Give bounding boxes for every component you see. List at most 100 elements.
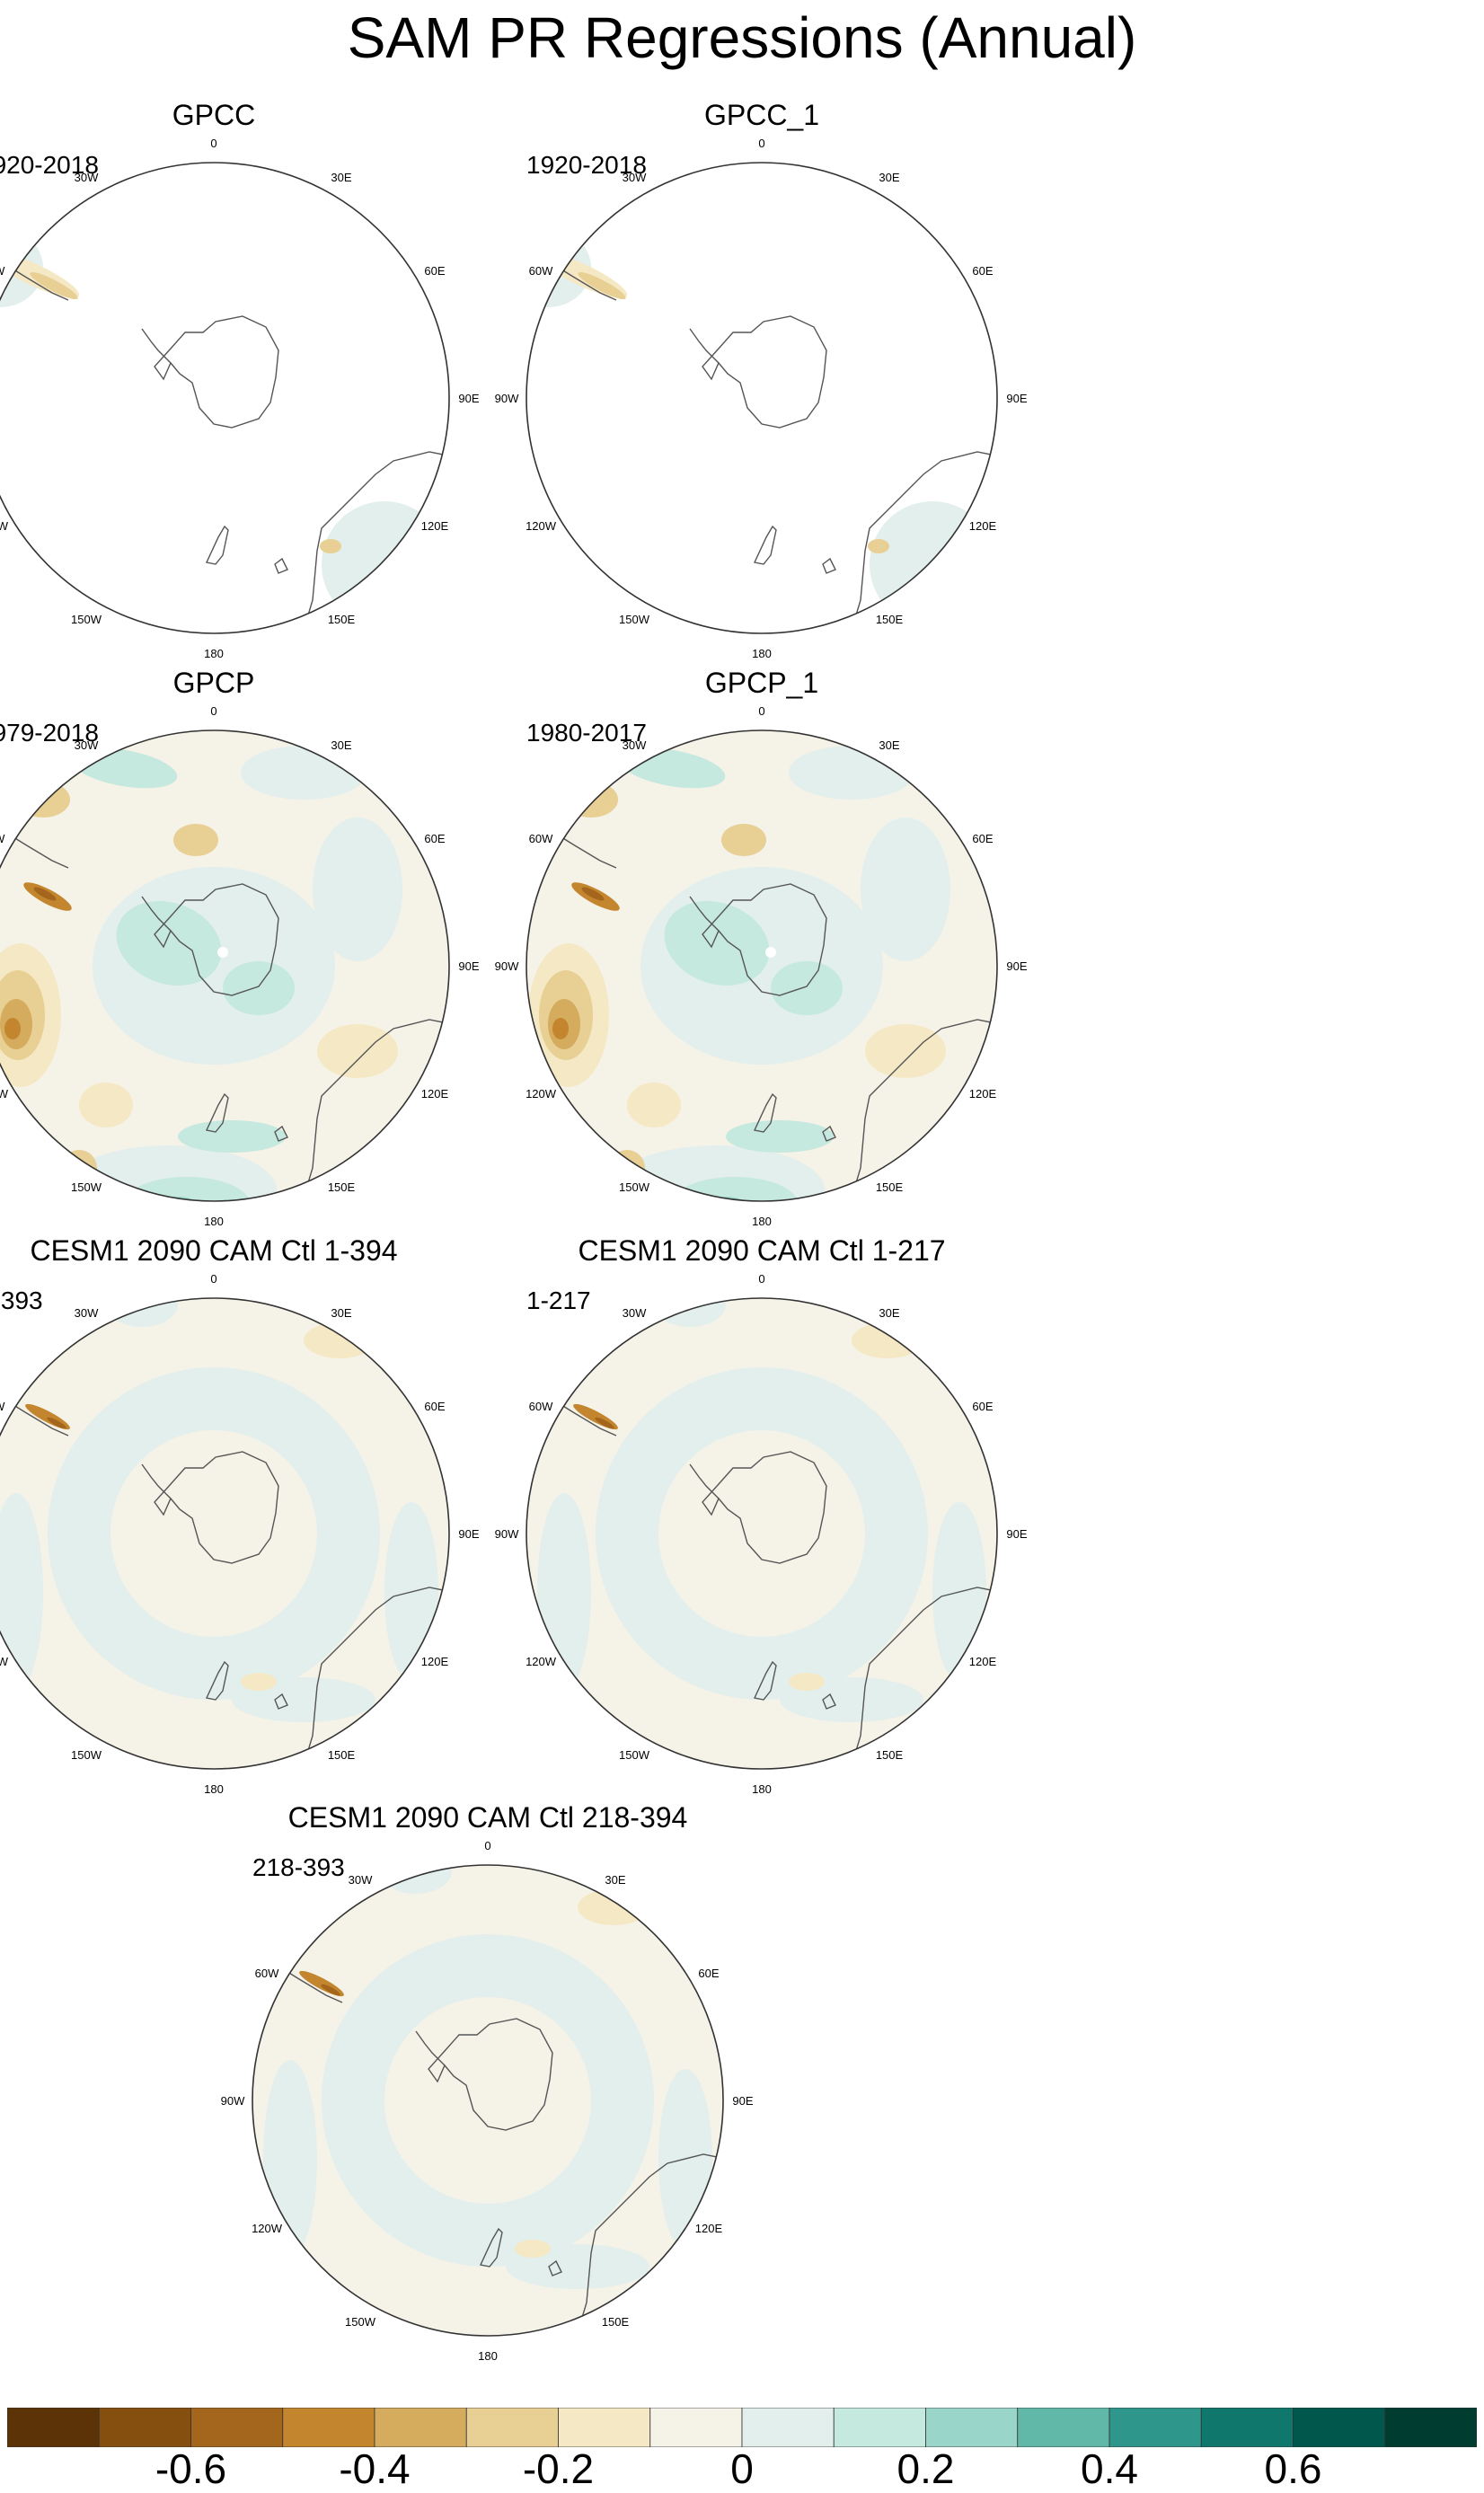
- longitude-label: 120W: [252, 2222, 283, 2235]
- coastlines: [0, 163, 449, 633]
- colorbar-swatch: [1384, 2407, 1478, 2448]
- colorbar-swatch: [465, 2407, 559, 2448]
- longitude-label: 150E: [876, 613, 904, 626]
- longitude-label: 120W: [0, 519, 9, 533]
- colorbar-swatch: [649, 2407, 743, 2448]
- map-border: [526, 729, 998, 1202]
- panel-title: GPCC_1: [703, 99, 820, 131]
- longitude-label: 120E: [969, 1087, 997, 1101]
- longitude-label: 150E: [328, 1748, 356, 1762]
- colorbar-swatch: [190, 2407, 284, 2448]
- colorbar-swatch: [925, 2407, 1019, 2448]
- longitude-label: 0: [758, 1272, 764, 1286]
- longitude-label: 30E: [879, 738, 899, 752]
- colorbar-swatch: [558, 2407, 651, 2448]
- longitude-label: 120E: [969, 1655, 997, 1668]
- colorbar-swatch: [98, 2407, 191, 2448]
- longitude-label: 90E: [1006, 1527, 1027, 1541]
- map-panel: GPCP 1979-2018 0 30E 60E 90E 120E 150E 180 150W 12…: [0, 665, 480, 1231]
- longitude-label: 90W: [495, 392, 519, 405]
- longitude-label: 30W: [75, 1306, 99, 1320]
- longitude-label: 60E: [698, 1967, 719, 1980]
- longitude-label: 90W: [495, 959, 519, 973]
- panel-title: CESM1 2090 CAM Ctl 218-394: [287, 1801, 688, 1834]
- longitude-label: 60W: [529, 264, 553, 278]
- longitude-label: 150E: [328, 1180, 356, 1194]
- longitude-label: 0: [210, 1272, 216, 1286]
- longitude-label: 60W: [0, 832, 5, 845]
- main-title: SAM PR Regressions (Annual): [347, 5, 1137, 70]
- map-border: [252, 1864, 724, 2337]
- longitude-label: 150W: [619, 1180, 650, 1194]
- panel-period: 1-393: [0, 1286, 43, 1314]
- longitude-label: 120W: [526, 1655, 557, 1668]
- colorbar-label: 0.4: [1081, 2445, 1138, 2492]
- longitude-label: 90E: [458, 1527, 479, 1541]
- longitude-label: 30E: [879, 1306, 899, 1320]
- longitude-label: 120W: [0, 1655, 9, 1668]
- colorbar-label: -0.2: [522, 2445, 595, 2492]
- longitude-label: 30W: [75, 738, 99, 752]
- colorbar-swatches: [6, 2407, 1478, 2448]
- longitude-label: 90E: [1006, 392, 1027, 405]
- longitude-label: 180: [204, 1782, 224, 1796]
- colorbar-label: -0.4: [339, 2445, 411, 2492]
- longitude-label: 90W: [495, 1527, 519, 1541]
- longitude-label: 90W: [221, 2094, 245, 2108]
- longitude-label: 150W: [619, 613, 650, 626]
- panel-period: 1920-2018: [526, 151, 647, 179]
- longitude-label: 60E: [972, 1400, 993, 1413]
- longitude-label: 120E: [695, 2222, 723, 2235]
- longitude-label: 120E: [421, 519, 449, 533]
- longitude-label: 30E: [331, 1306, 351, 1320]
- longitude-label: 150W: [71, 1180, 102, 1194]
- longitude-label: 120W: [526, 519, 557, 533]
- longitude-label: 30W: [623, 171, 647, 184]
- longitude-label: 0: [484, 1839, 490, 1852]
- map-border: [0, 729, 450, 1202]
- longitude-label: 120E: [421, 1087, 449, 1101]
- longitude-label: 30E: [331, 738, 351, 752]
- longitude-label: 120W: [0, 1087, 9, 1101]
- longitude-label: 150E: [876, 1748, 904, 1762]
- longitude-label: 60E: [424, 832, 445, 845]
- precip-field: [0, 163, 449, 633]
- panel-title: CESM1 2090 CAM Ctl 1-217: [578, 1234, 946, 1267]
- panel-period: 1-217: [526, 1286, 591, 1314]
- panel-title: GPCC: [172, 99, 256, 131]
- longitude-label: 90E: [458, 392, 479, 405]
- panel-period: 1980-2017: [526, 719, 647, 747]
- panel-title: GPCP_1: [704, 667, 819, 699]
- longitude-label: 60E: [424, 264, 445, 278]
- longitude-label: 0: [210, 704, 216, 718]
- longitude-label: 60E: [424, 1400, 445, 1413]
- panel-title: GPCP: [172, 667, 255, 699]
- map-border: [526, 1297, 998, 1770]
- colorbar-label: 0.2: [897, 2445, 955, 2492]
- map-panel: CESM1 2090 CAM Ctl 1-394 1-393 0 30E 60E 90E 1…: [0, 1233, 480, 1799]
- colorbar-label: 0: [730, 2445, 754, 2492]
- colorbar-swatch: [833, 2407, 926, 2448]
- colorbar-swatch: [1293, 2407, 1386, 2448]
- precip-field: [0, 1298, 449, 1769]
- longitude-label: 90E: [1006, 959, 1027, 973]
- longitude-label: 120E: [969, 519, 997, 533]
- precip-field: [526, 730, 997, 1201]
- panel-period: 1920-2018: [0, 151, 99, 179]
- longitude-label: 120E: [421, 1655, 449, 1668]
- longitude-label: 60W: [529, 832, 553, 845]
- map-panel: GPCP_1 1980-2017 0 30E 60E 90E 120E 150E 180 150W…: [495, 665, 1028, 1231]
- colorbar-swatch: [741, 2407, 835, 2448]
- precip-field: [0, 730, 449, 1201]
- longitude-label: 90E: [458, 959, 479, 973]
- colorbar-swatch: [374, 2407, 467, 2448]
- longitude-label: 150W: [619, 1748, 650, 1762]
- colorbar-swatch: [282, 2407, 375, 2448]
